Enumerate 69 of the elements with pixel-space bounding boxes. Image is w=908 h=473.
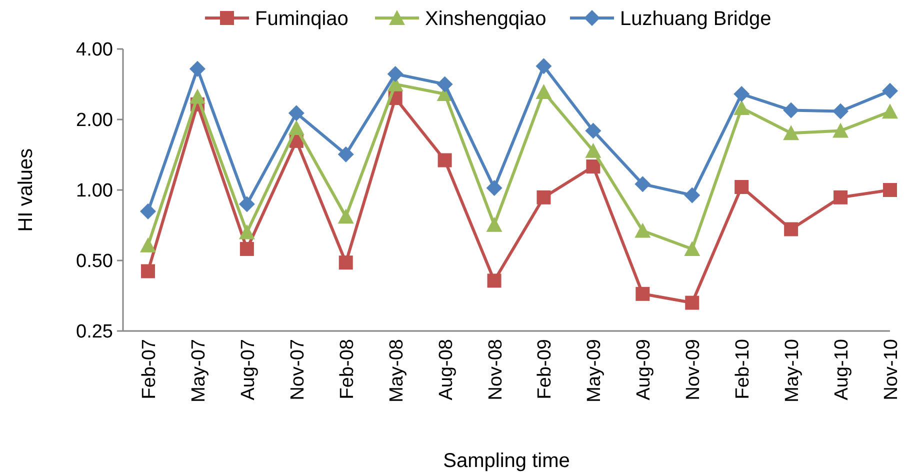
x-tick-label: Aug-07	[238, 339, 259, 400]
x-tick-label: Nov-07	[287, 339, 308, 400]
point	[734, 180, 749, 194]
point	[834, 190, 848, 204]
point	[288, 105, 304, 122]
point	[338, 256, 353, 270]
point	[734, 86, 750, 102]
point	[536, 84, 552, 100]
x-tick-label: Feb-07	[139, 339, 160, 400]
y-axis-title: HI values	[15, 148, 37, 232]
point	[585, 122, 602, 139]
point	[387, 66, 404, 82]
point	[882, 82, 898, 99]
point	[238, 196, 255, 212]
point	[832, 103, 849, 120]
point	[189, 60, 206, 77]
x-tick-label: Aug-09	[634, 339, 655, 400]
x-tick-label: May-07	[188, 339, 210, 402]
x-tick-label: Aug-08	[436, 339, 457, 400]
legend-label: Luzhuang Bridge	[620, 8, 772, 30]
x-tick-label: May-08	[386, 339, 408, 402]
point	[436, 76, 453, 92]
x-tick-label: Nov-09	[683, 339, 704, 400]
x-tick-label: Feb-10	[732, 339, 754, 400]
x-tick-label: Nov-08	[485, 339, 506, 400]
legend-label: Fuminqiao	[255, 8, 348, 30]
point	[634, 222, 651, 238]
x-tick-label: Aug-10	[832, 339, 853, 400]
point	[288, 120, 304, 135]
point	[486, 180, 502, 196]
point	[438, 153, 452, 168]
point	[734, 100, 750, 115]
point	[140, 203, 156, 220]
point	[883, 183, 897, 197]
point	[882, 104, 898, 119]
x-axis-title: Sampling time	[443, 450, 570, 472]
x-tick-label: Nov-10	[881, 339, 902, 400]
point	[636, 286, 650, 301]
point	[585, 142, 602, 158]
point	[832, 122, 849, 138]
point	[338, 208, 354, 224]
point	[486, 216, 502, 232]
y-tick-label: 0.50	[76, 251, 113, 272]
point	[240, 242, 254, 256]
point	[634, 176, 651, 192]
x-tick-label: May-10	[782, 339, 804, 402]
point	[141, 264, 155, 278]
point	[536, 190, 551, 204]
point	[487, 274, 502, 288]
point	[338, 146, 354, 162]
y-tick-label: 4.00	[76, 40, 113, 61]
point	[684, 240, 700, 256]
point	[783, 125, 800, 140]
x-tick-label: Feb-08	[336, 339, 358, 400]
point	[238, 224, 255, 240]
point	[536, 58, 552, 74]
point	[783, 102, 800, 118]
point	[685, 296, 700, 310]
y-tick-label: 0.25	[76, 322, 113, 343]
point	[140, 237, 156, 252]
x-tick-label: Feb-09	[534, 339, 556, 400]
y-tick-label: 1.00	[76, 180, 113, 202]
point	[784, 222, 798, 236]
point	[586, 159, 600, 174]
point	[684, 187, 700, 204]
y-tick-label: 2.00	[76, 110, 113, 132]
x-tick-label: May-09	[584, 339, 606, 402]
legend-label: Xinshengqiao	[425, 8, 546, 30]
point	[189, 88, 206, 104]
